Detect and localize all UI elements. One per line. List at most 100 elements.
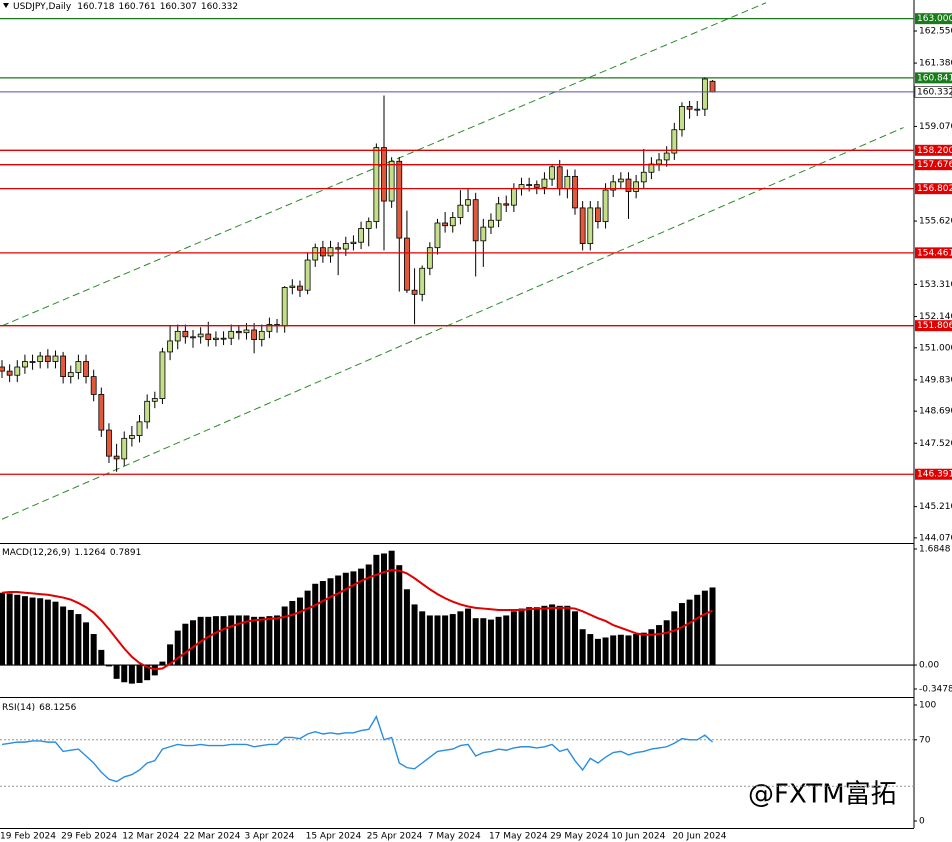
y-tick-label: -0.3478	[919, 685, 952, 695]
histogram-bar	[549, 604, 556, 666]
candle-body	[709, 80, 716, 93]
y-tick-label: 1.6848	[919, 545, 951, 555]
level-label: 160.841	[917, 73, 952, 83]
histogram-bar	[327, 578, 334, 666]
histogram-bar	[388, 550, 395, 666]
candle-body	[579, 207, 586, 244]
histogram-bar	[648, 629, 655, 666]
candle-body	[121, 437, 128, 460]
candle-body	[556, 166, 563, 190]
level-label-box	[915, 13, 952, 25]
candle-body	[304, 259, 311, 291]
histogram-bar	[556, 605, 563, 666]
histogram-bar	[419, 611, 426, 666]
histogram-bar	[304, 590, 311, 666]
histogram-bar	[296, 597, 303, 666]
y-tick-label: 152.140	[919, 312, 952, 322]
candle-body	[90, 376, 97, 395]
candle-body	[572, 175, 578, 209]
candle-body	[235, 330, 242, 334]
candle-body	[671, 129, 678, 154]
histogram-bar	[510, 611, 517, 666]
x-tick-label: 15 Apr 2024	[306, 832, 362, 842]
candle-body	[350, 241, 357, 244]
candle-body	[701, 78, 708, 110]
x-tick-label: 10 Jun 2024	[611, 832, 665, 842]
candle-body	[472, 199, 479, 242]
candle-body	[610, 181, 617, 191]
level-label-box	[915, 144, 952, 156]
candle-body	[297, 285, 303, 291]
histogram-bar	[235, 615, 242, 666]
histogram-bar	[251, 616, 258, 666]
histogram-bar	[594, 638, 601, 666]
histogram-bar	[342, 572, 349, 666]
histogram-bar	[121, 665, 128, 683]
candle-body	[449, 217, 456, 227]
level-label-box	[915, 247, 952, 259]
histogram-bar	[358, 568, 365, 666]
histogram-bar	[21, 596, 28, 666]
histogram-bar	[487, 619, 494, 666]
candle-body	[213, 337, 219, 340]
histogram-bar	[281, 606, 288, 666]
histogram-bar	[98, 649, 105, 666]
histogram-bar	[44, 599, 51, 666]
candle-body	[564, 175, 571, 190]
histogram-bar	[709, 587, 716, 666]
candle-body	[83, 361, 89, 378]
candle-body	[289, 285, 296, 288]
candle-body	[549, 166, 555, 180]
candle-body	[0, 366, 5, 372]
candle-body	[663, 152, 670, 161]
rsi-value: 68.1256	[39, 703, 76, 713]
high-value: 160.761	[118, 2, 155, 12]
candle-body	[595, 207, 601, 223]
histogram-bar	[579, 629, 586, 666]
histogram-bar	[335, 575, 342, 666]
candle-body	[342, 243, 349, 250]
histogram-bar	[472, 618, 479, 666]
macd-title: MACD(12,26,9)	[2, 548, 70, 558]
histogram-bar	[533, 607, 540, 666]
candle-body	[617, 178, 624, 183]
histogram-bar	[564, 605, 571, 666]
candle-body	[465, 199, 471, 206]
candle-body	[404, 237, 410, 291]
candle-body	[29, 361, 36, 363]
histogram-bar	[663, 620, 670, 666]
histogram-bar	[449, 614, 456, 666]
candle-body	[106, 429, 112, 457]
histogram-bar	[0, 592, 5, 666]
candle-body	[98, 394, 105, 431]
histogram-bar	[136, 665, 143, 683]
histogram-bar	[373, 554, 380, 666]
histogram-bar	[526, 607, 533, 666]
candle-body	[22, 361, 28, 368]
histogram-bar	[167, 644, 174, 666]
level-label-box	[915, 159, 952, 171]
x-tick-label: 7 May 2024	[428, 832, 481, 842]
trendline	[1, 127, 904, 520]
candle-body	[319, 247, 326, 257]
candle-body	[480, 226, 487, 242]
x-tick-label: 22 Mar 2024	[183, 832, 240, 842]
x-tick-label: 29 Feb 2024	[61, 832, 117, 842]
histogram-bar	[686, 599, 693, 666]
y-tick-label: 153.310	[919, 280, 952, 290]
candle-body	[14, 366, 21, 376]
candle-body	[640, 171, 647, 183]
signal-value: 0.7891	[110, 548, 142, 558]
candle-body	[205, 333, 212, 340]
histogram-bar	[457, 611, 464, 666]
candle-body	[426, 247, 433, 269]
candle-body	[625, 178, 632, 192]
histogram-bar	[350, 571, 357, 666]
candle-body	[128, 435, 135, 439]
candle-body	[694, 108, 701, 111]
level-label: 157.676	[917, 160, 952, 170]
candle-body	[75, 361, 82, 373]
histogram-bar	[426, 615, 433, 666]
candle-body	[587, 207, 594, 244]
